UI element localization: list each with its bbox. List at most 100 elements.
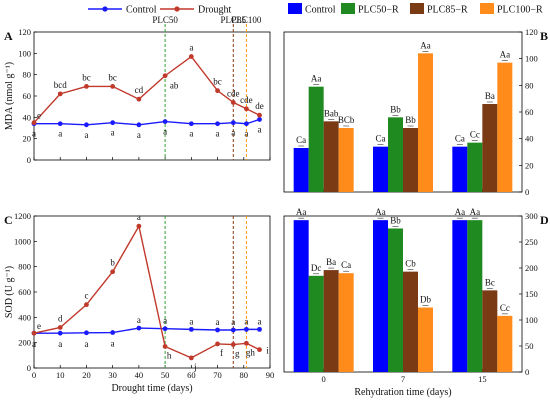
panel-a-ytick-label: 100 <box>18 48 31 58</box>
panel-c-letter: C <box>4 213 13 227</box>
panel-a-label-drought: bc <box>108 72 117 82</box>
panel-c-xtick-label: 20 <box>82 370 91 380</box>
panel-c-series-control <box>34 327 260 334</box>
panel-c-label-drought: h <box>167 350 172 360</box>
panel-b-bar-label: Ca <box>296 135 306 145</box>
panel-c-ytick-label: 600 <box>18 287 31 297</box>
panel-b-bar-label: Bab <box>324 108 339 118</box>
panel-b-bar-3-1 <box>418 53 433 193</box>
panel-c-label-drought: c <box>84 291 88 301</box>
legend-label-control: Control <box>126 5 157 16</box>
panel-c-label-control: a <box>244 316 248 326</box>
panel-a-letter: A <box>4 29 13 43</box>
panel-c-point-drought <box>230 342 236 347</box>
panel-a-point-drought <box>136 96 142 102</box>
panel-a-point-control <box>215 121 220 127</box>
panel-a-label-drought: bc <box>213 77 222 87</box>
panel-c-point-control <box>257 326 262 332</box>
panel-c-ytick-label: 400 <box>18 312 31 322</box>
panel-a-vline-label: PLC85 <box>221 15 247 25</box>
panel-b-ytick-label: 80 <box>525 80 534 90</box>
panel-a-ylabel: MDA (nmol g⁻¹) <box>4 62 15 130</box>
panel-a-point-drought <box>110 84 116 89</box>
panel-c-point-control <box>136 325 142 331</box>
panel-b-bar-label: Aa <box>500 50 511 60</box>
panel-c-ytick-label: 200 <box>18 338 31 348</box>
panel-a-point-drought <box>162 73 168 79</box>
panel-d-bar-3-0 <box>338 273 354 372</box>
panel-c-point-drought <box>257 347 262 353</box>
panel-c-point-control <box>57 330 63 336</box>
panel-d-bar-label: Db <box>420 295 431 305</box>
panel-c-ytick-label: 800 <box>18 262 31 272</box>
panel-d-ytick-label: 100 <box>525 315 538 325</box>
panel-a-label-drought: cde <box>227 88 240 98</box>
panel-c-xtick-label: 90 <box>266 370 275 380</box>
panel-a-label-drought: cd <box>135 85 144 95</box>
panel-b-bar-label: Bb <box>390 104 401 114</box>
panel-a-label-control: a <box>231 128 235 138</box>
panel-b-ytick-label: 100 <box>525 54 538 64</box>
panel-d-bar-label: Bc <box>485 277 495 287</box>
panel-b-ytick-label: 0 <box>525 187 529 197</box>
panel-a-label-control: a <box>137 130 141 140</box>
legend-marker-control <box>102 6 108 12</box>
panel-b-bar-3-0 <box>338 128 354 192</box>
panel-a-point-drought <box>188 54 194 59</box>
panel-a-point-control <box>110 120 116 126</box>
legend-marker-drought <box>174 6 180 12</box>
panel-d-bar-label: Ba <box>326 257 336 267</box>
panel-c-label-drought: a <box>137 212 141 222</box>
panel-a-label-drought: de <box>255 101 264 111</box>
panel-c-point-control <box>215 327 220 333</box>
panel-c-ytick-label: 0 <box>27 363 31 373</box>
panel-c-label-drought: g <box>235 349 240 359</box>
panel-a-ytick-label: 120 <box>18 27 31 37</box>
panel-d-ytick-label: 150 <box>525 289 538 299</box>
legend-swatch-3 <box>480 3 494 14</box>
panel-c-point-drought <box>188 355 194 361</box>
panel-c-point-drought <box>244 340 249 346</box>
panel-d-ytick-label: 200 <box>525 263 538 273</box>
panel-d-bar-label: Dc <box>311 263 322 273</box>
panel-d-bar-label: Cc <box>500 303 510 313</box>
panel-a-point-control <box>162 119 168 124</box>
panel-a-point-control <box>257 117 262 122</box>
panel-d-xtick-label: 7 <box>401 374 405 384</box>
panel-c-xtick-label: 0 <box>32 370 36 380</box>
panel-b-bar-label: BCb <box>338 115 355 125</box>
panel-c-label-control: a <box>137 315 141 325</box>
panel-b-bar-1-1 <box>388 117 403 192</box>
panel-a-label-drought: ab <box>170 81 179 91</box>
panel-d-letter: D <box>540 213 549 227</box>
panel-a-label-control: a <box>111 128 115 138</box>
panel-b-bar-2-0 <box>323 121 339 192</box>
panel-c-xlabel: Drought time (days) <box>111 383 192 394</box>
panel-b-bar-3-2 <box>497 62 513 192</box>
panel-b-bar-label: Bb <box>405 115 416 125</box>
legend-label-1: PLC50−R <box>358 5 399 16</box>
panel-a-label-control: a <box>84 130 88 140</box>
panel-a-label-control: a <box>244 129 248 139</box>
panel-b-bar-label: Ca <box>376 134 386 144</box>
panel-c-label-control: a <box>58 339 62 349</box>
panel-d-ytick-label: 300 <box>525 211 538 221</box>
panel-a-label-control: a <box>163 127 167 137</box>
panel-c-point-drought <box>57 325 63 330</box>
panel-c-label-drought: gh <box>246 347 256 357</box>
panel-a-label-drought: bcd <box>54 80 67 90</box>
panel-d-bar-3-1 <box>418 307 433 372</box>
panel-c-xtick-label: 10 <box>56 370 65 380</box>
panel-c-point-control <box>230 327 236 333</box>
panel-c-point-control <box>162 326 168 332</box>
panel-d-xlabel: Rehydration time (days) <box>354 387 451 398</box>
panel-a-point-drought <box>230 100 236 105</box>
panel-a-label-control: a <box>58 129 62 139</box>
panel-a-point-control <box>188 121 194 127</box>
panel-a-point-control <box>230 120 236 126</box>
panel-c-xtick-label: 80 <box>240 370 249 380</box>
panel-a-point-control <box>57 121 63 127</box>
panel-d-ytick-label: 50 <box>525 341 534 351</box>
panel-a-label-control: a <box>189 129 193 139</box>
